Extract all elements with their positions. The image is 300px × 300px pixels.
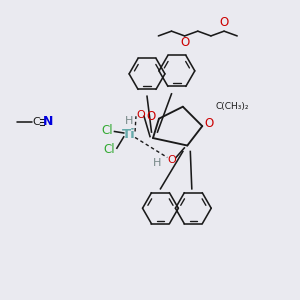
Text: O: O [167,155,176,166]
Text: C: C [32,117,40,127]
Text: C(CH₃)₂: C(CH₃)₂ [216,102,249,111]
Text: H: H [125,116,133,126]
Text: O: O [147,110,156,123]
Text: O: O [219,16,229,29]
Text: O: O [180,36,189,49]
Text: Cl: Cl [103,142,115,156]
Text: Ti: Ti [122,128,136,141]
Text: N: N [43,115,53,128]
Text: O: O [136,110,145,120]
Text: O: O [204,117,214,130]
Text: H: H [153,158,162,168]
Text: Cl: Cl [101,124,112,137]
